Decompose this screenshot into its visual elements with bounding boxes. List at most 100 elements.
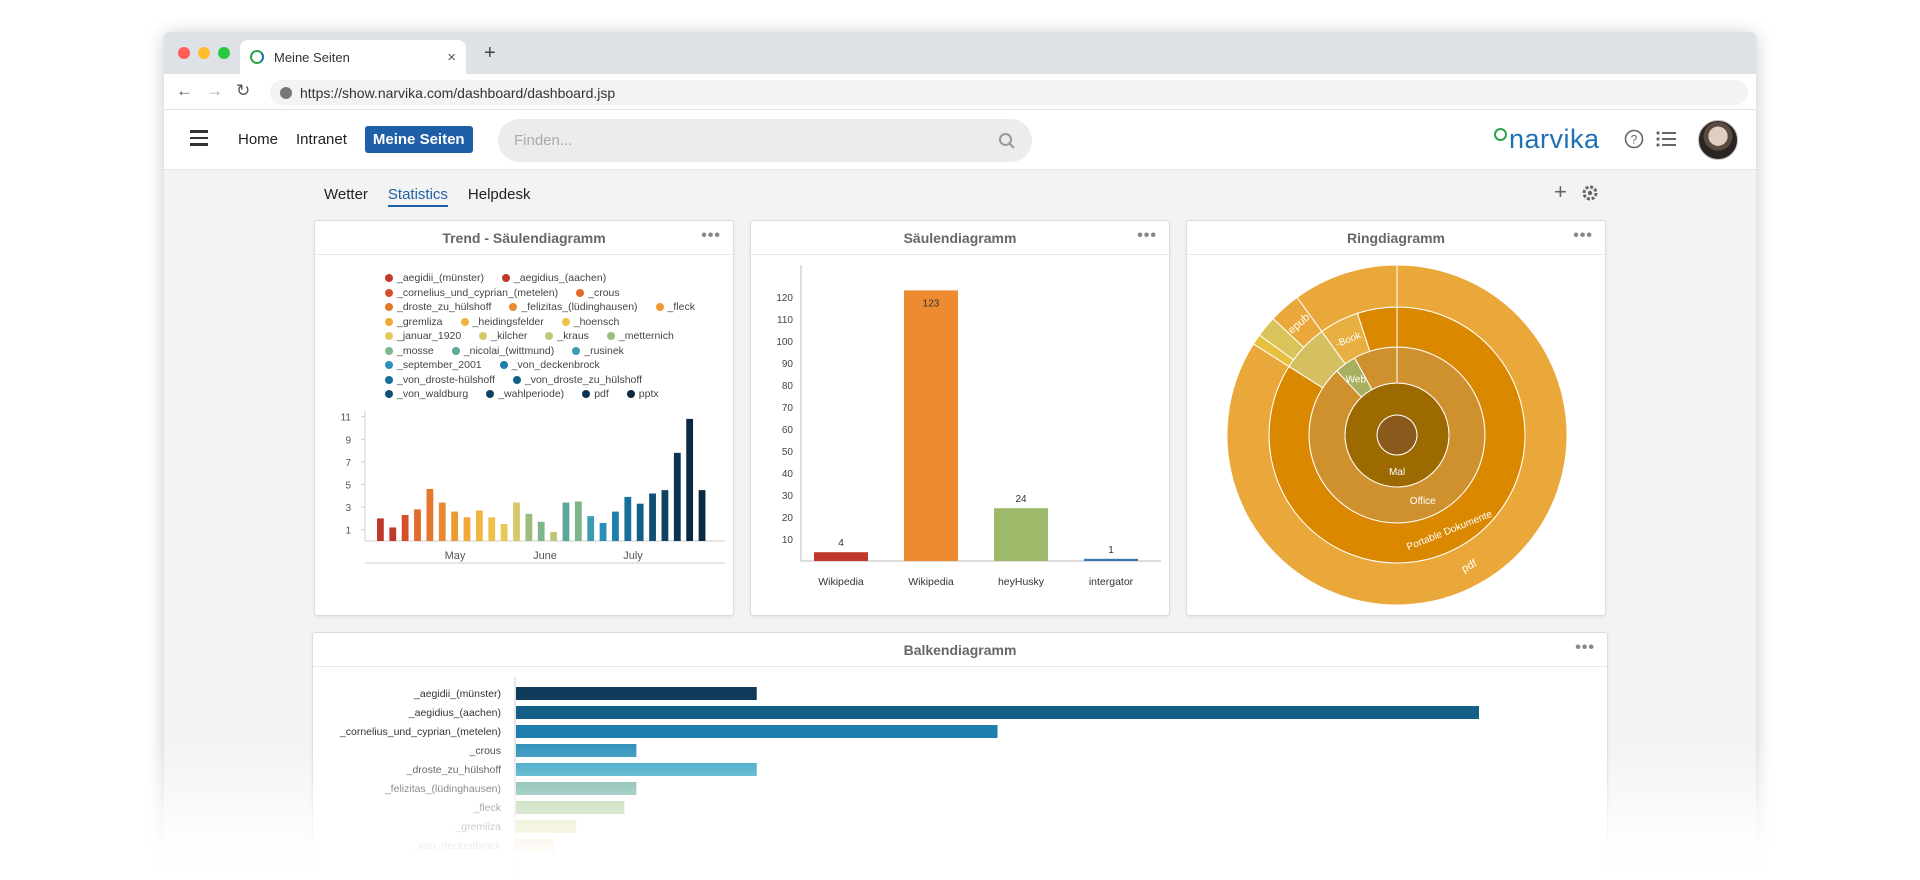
- legend-item[interactable]: _metternich: [606, 329, 674, 344]
- search-input[interactable]: Finden...: [498, 119, 1032, 162]
- legend-marker: [460, 317, 469, 326]
- zoom-window-button[interactable]: [218, 47, 230, 59]
- legend-item[interactable]: _fleck: [655, 300, 695, 315]
- logo-text: narvika: [1509, 124, 1600, 154]
- x-tick-label: July: [623, 550, 643, 562]
- main-nav: Home Intranet Meine Seiten: [238, 126, 473, 153]
- url-field[interactable]: https://show.narvika.com/dashboard/dashb…: [270, 80, 1748, 105]
- forward-icon[interactable]: →: [206, 81, 223, 100]
- add-widget-icon[interactable]: +: [1554, 179, 1567, 204]
- card-title: Ringdiagramm: [1346, 229, 1445, 246]
- legend-label: _von_droste-hülshoff: [397, 373, 495, 386]
- legend-item[interactable]: _von_droste-hülshoff: [385, 373, 495, 388]
- legend-item[interactable]: _hoensch: [561, 315, 620, 330]
- legend-label: pptx: [638, 388, 659, 400]
- legend-item[interactable]: _januar_1920: [385, 329, 461, 344]
- legend-marker: [385, 288, 393, 297]
- legend-item[interactable]: _von_droste_zu_hülshoff: [512, 373, 642, 388]
- legend-item[interactable]: pptx: [626, 387, 659, 402]
- x-tick-label: heyHusky: [998, 576, 1045, 588]
- y-tick-label: 100: [776, 337, 793, 348]
- legend-item[interactable]: _september_2001: [385, 358, 482, 373]
- trend-bar: [401, 515, 409, 541]
- legend-marker: [385, 361, 393, 369]
- legend-item[interactable]: _kilcher: [479, 329, 527, 344]
- legend-item[interactable]: _aegidius_(aachen): [501, 271, 606, 286]
- legend-item[interactable]: _aegidii_(münster): [385, 271, 484, 286]
- legend-item[interactable]: _heidingsfelder: [460, 315, 544, 330]
- trend-bar: [475, 510, 483, 541]
- menu-icon[interactable]: [190, 130, 208, 150]
- list-icon[interactable]: [1656, 130, 1676, 148]
- y-tick-label: 60: [782, 425, 794, 436]
- legend-item[interactable]: _rusinek: [572, 344, 624, 359]
- tab-wetter[interactable]: Wetter: [324, 186, 368, 203]
- search-icon[interactable]: [998, 132, 1016, 150]
- legend-item[interactable]: pdf: [582, 387, 609, 402]
- browser-tab[interactable]: Meine Seiten ×: [240, 40, 466, 74]
- close-tab-icon[interactable]: ×: [447, 48, 456, 66]
- legend-label: _nicolai_(wittmund): [463, 344, 555, 357]
- legend-item[interactable]: _nicolai_(wittmund): [451, 344, 555, 359]
- logo-ring-icon: [1494, 128, 1507, 141]
- y-tick-label: 7: [345, 458, 351, 469]
- card-header: Ringdiagramm •••: [1187, 221, 1605, 255]
- browser-tabbar: Meine Seiten × +: [164, 32, 1756, 74]
- legend-item[interactable]: _von_waldburg: [385, 387, 468, 402]
- close-window-button[interactable]: [178, 47, 190, 59]
- narvika-logo[interactable]: narvika: [1494, 124, 1600, 155]
- more-icon[interactable]: •••: [1575, 639, 1595, 656]
- horizontal-bar: [516, 687, 757, 700]
- legend-label: _gremliza: [397, 315, 443, 328]
- x-tick-label: Wikipedia: [908, 576, 954, 588]
- ring-label: Web: [1346, 374, 1367, 385]
- legend-marker: [512, 375, 521, 384]
- avatar[interactable]: [1698, 120, 1738, 160]
- legend-label: _januar_1920: [397, 330, 462, 342]
- legend-item[interactable]: _felizitas_(lüdinghausen): [509, 300, 638, 315]
- nav-home[interactable]: Home: [238, 131, 279, 148]
- trend-bar: [698, 490, 706, 541]
- column-bar: [1084, 558, 1138, 561]
- more-icon[interactable]: •••: [1573, 227, 1593, 244]
- more-icon[interactable]: •••: [701, 227, 721, 244]
- data-label: 123: [923, 298, 940, 309]
- trend-bar: [426, 489, 434, 541]
- legend-label: _metternich: [618, 330, 674, 342]
- gear-icon[interactable]: [1581, 184, 1599, 202]
- legend-label: _rusinek: [584, 344, 624, 357]
- card-header: Balkendiagramm •••: [313, 633, 1607, 667]
- horizontal-bar-chart-card: Balkendiagramm ••• _aegidii_(münster) _ae…: [312, 632, 1608, 880]
- legend-item[interactable]: _crous: [576, 286, 620, 301]
- ring-label: Mal: [1389, 467, 1405, 478]
- tab-statistics[interactable]: Statistics: [387, 186, 448, 207]
- legend-label: _hoensch: [573, 315, 620, 328]
- new-tab-button[interactable]: +: [484, 42, 496, 64]
- trend-bar: [649, 493, 656, 541]
- y-tick-label: _cornelius_und_cyprian_(metelen): [339, 726, 501, 738]
- legend-item[interactable]: _kraus: [545, 329, 589, 344]
- legend-item[interactable]: _droste_zu_hülshoff: [385, 300, 491, 315]
- site-info-icon[interactable]: [280, 86, 292, 99]
- help-icon[interactable]: ?: [1624, 129, 1644, 149]
- legend-item[interactable]: _gremliza: [385, 315, 443, 330]
- column-bar: [904, 290, 958, 561]
- back-icon[interactable]: ←: [176, 81, 193, 100]
- legend-label: _september_2001: [397, 359, 482, 371]
- trend-bar: [389, 527, 397, 541]
- legend-item[interactable]: _von_deckenbrock: [499, 358, 600, 373]
- more-icon[interactable]: •••: [1137, 227, 1157, 244]
- legend-marker: [572, 346, 581, 355]
- nav-intranet[interactable]: Intranet: [296, 131, 347, 148]
- legend-item[interactable]: _cornelius_und_cyprian_(metelen): [385, 286, 558, 301]
- data-label: 4: [838, 538, 844, 549]
- reload-icon[interactable]: ↻: [236, 81, 251, 100]
- nav-meine-seiten[interactable]: Meine Seiten: [364, 126, 473, 153]
- legend-item[interactable]: _wahlperiode): [486, 387, 564, 402]
- legend-marker: [385, 346, 393, 355]
- legend-item[interactable]: _mosse: [385, 344, 434, 359]
- card-title: Säulendiagramm: [903, 229, 1017, 246]
- minimize-window-button[interactable]: [198, 47, 210, 59]
- legend-marker: [509, 303, 518, 311]
- tab-helpdesk[interactable]: Helpdesk: [467, 186, 531, 203]
